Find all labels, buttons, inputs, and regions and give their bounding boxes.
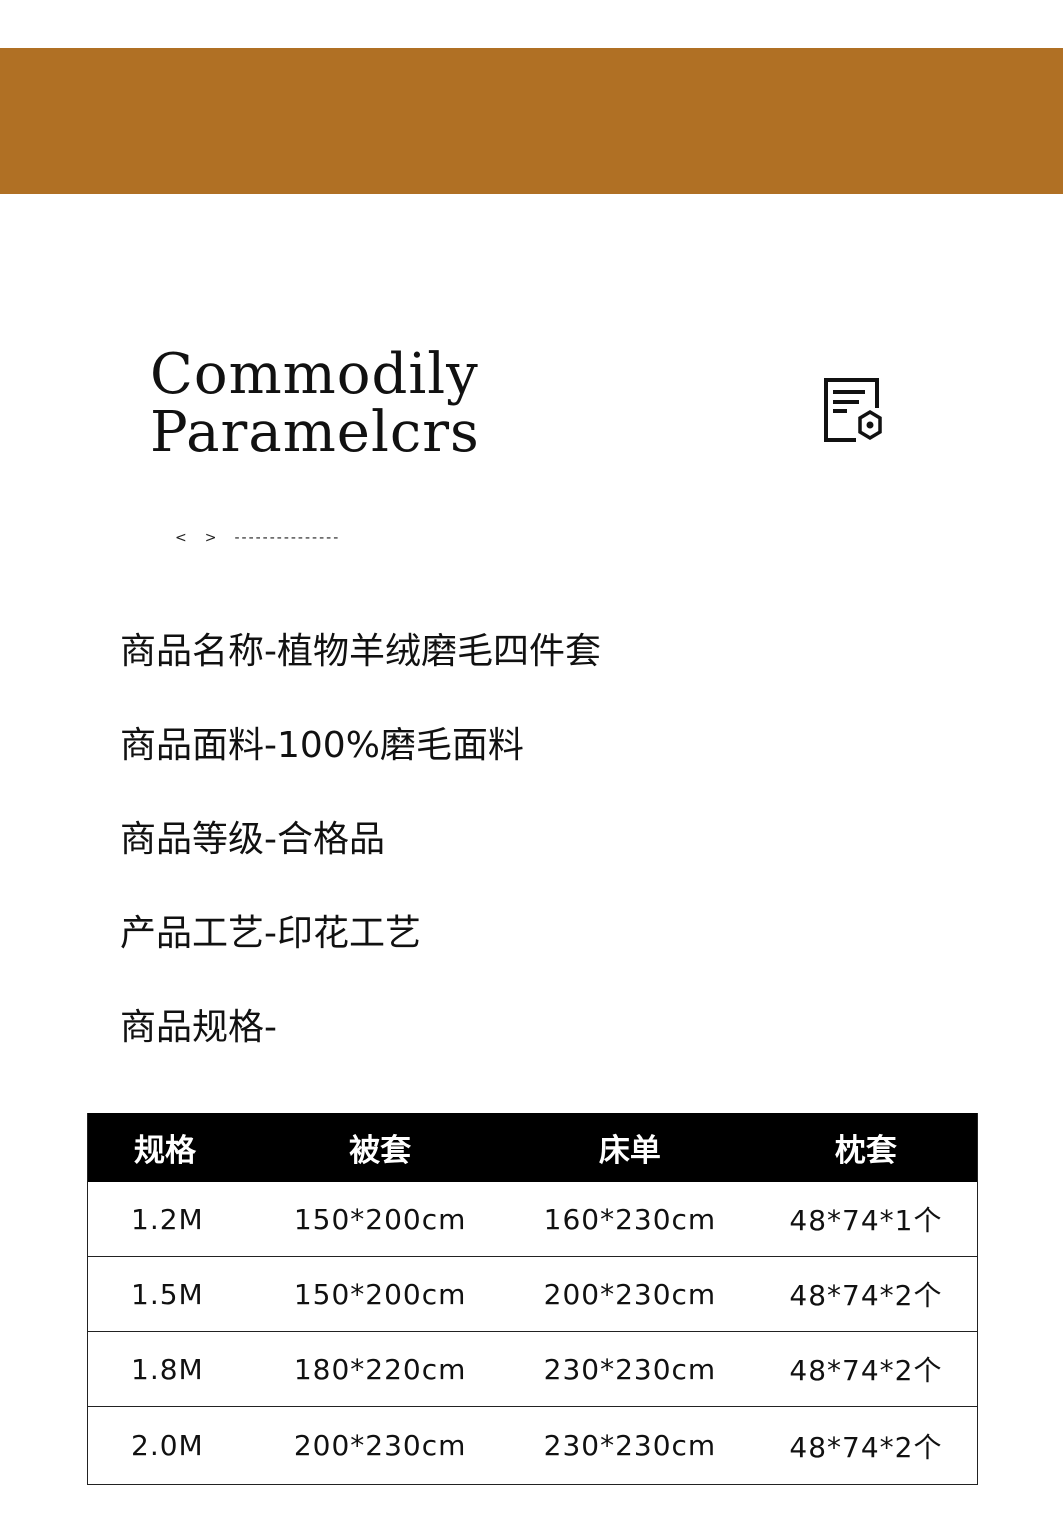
cell: 48*74*2个: [754, 1256, 978, 1332]
pager: < > ---------------: [175, 530, 340, 546]
cell: 200*230cm: [505, 1256, 755, 1332]
banner: [0, 48, 1063, 194]
table-row: 1.2M 150*200cm 160*230cm 48*74*1个: [87, 1182, 978, 1257]
document-settings-icon: [824, 378, 882, 442]
param-spec: 商品规格-: [120, 1007, 277, 1048]
prev-arrow[interactable]: <: [175, 530, 187, 546]
param-name: 商品名称-植物羊绒磨毛四件套: [120, 631, 601, 672]
header-sheet: 床单: [505, 1113, 755, 1182]
cell: 230*230cm: [505, 1331, 755, 1407]
param-craft: 产品工艺-印花工艺: [120, 913, 421, 954]
table-row: 1.8M 180*220cm 230*230cm 48*74*2个: [87, 1331, 978, 1407]
page-title: Commodily Paramelcrs: [150, 346, 480, 462]
header-pillowcase: 枕套: [754, 1113, 978, 1182]
title-line-2: Paramelcrs: [150, 400, 480, 465]
cell: 48*74*1个: [754, 1182, 978, 1257]
cell: 160*230cm: [505, 1182, 755, 1257]
header-duvet: 被套: [255, 1113, 506, 1182]
table-row: 2.0M 200*230cm 230*230cm 48*74*2个: [87, 1406, 978, 1485]
table-header: 规格 被套 床单 枕套: [87, 1113, 978, 1182]
cell: 180*220cm: [255, 1331, 506, 1407]
cell: 48*74*2个: [754, 1406, 978, 1485]
header-spec: 规格: [87, 1113, 256, 1182]
cell: 150*200cm: [255, 1256, 506, 1332]
spec-table: 规格 被套 床单 枕套 1.2M 150*200cm 160*230cm 48*…: [87, 1113, 978, 1485]
cell: 200*230cm: [255, 1406, 506, 1485]
dash-divider: ---------------: [234, 530, 341, 546]
cell: 2.0M: [87, 1406, 256, 1485]
cell: 1.5M: [87, 1256, 256, 1332]
cell: 150*200cm: [255, 1182, 506, 1257]
param-list: 商品名称-植物羊绒磨毛四件套 商品面料-100%磨毛面料 商品等级-合格品 产品…: [120, 626, 601, 1096]
cell: 48*74*2个: [754, 1331, 978, 1407]
next-arrow[interactable]: >: [204, 530, 217, 546]
table-row: 1.5M 150*200cm 200*230cm 48*74*2个: [87, 1256, 978, 1332]
param-grade: 商品等级-合格品: [120, 819, 385, 860]
cell: 1.8M: [87, 1331, 256, 1407]
cell: 1.2M: [87, 1182, 256, 1257]
cell: 230*230cm: [505, 1406, 755, 1485]
param-fabric: 商品面料-100%磨毛面料: [120, 725, 524, 766]
title-line-1: Commodily: [150, 342, 479, 407]
